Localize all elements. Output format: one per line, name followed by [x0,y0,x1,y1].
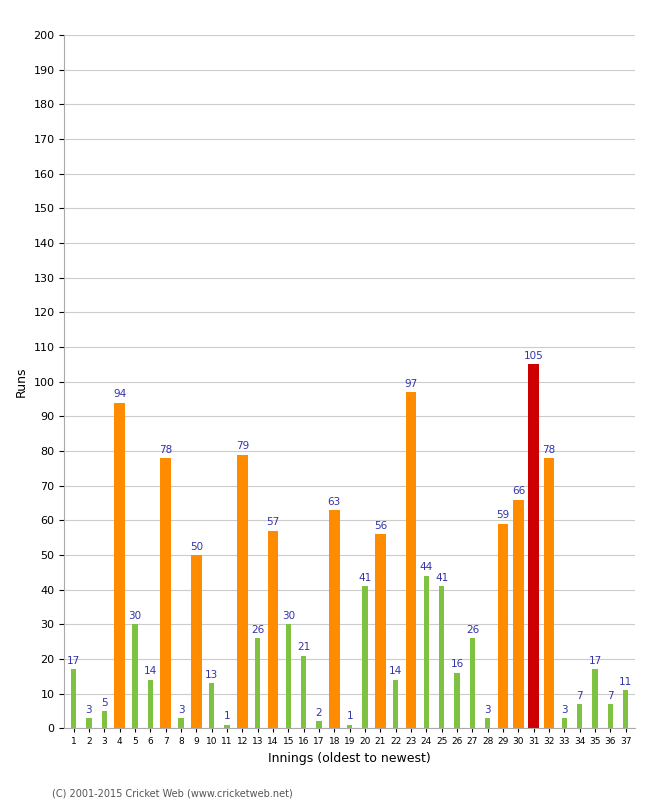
Bar [439,586,445,729]
Text: 66: 66 [512,486,525,496]
Text: 56: 56 [374,521,387,530]
Bar [224,725,229,729]
Text: 17: 17 [588,656,602,666]
Text: 3: 3 [86,705,92,714]
Bar [86,718,92,729]
Text: 2: 2 [316,708,322,718]
Text: 3: 3 [484,705,491,714]
Bar [623,690,629,729]
Bar [191,555,202,729]
Text: 26: 26 [251,625,265,635]
Bar [148,680,153,729]
Bar [237,454,248,729]
Text: 14: 14 [144,666,157,677]
Bar [301,656,306,729]
X-axis label: Innings (oldest to newest): Innings (oldest to newest) [268,752,431,765]
Text: 44: 44 [420,562,433,572]
Bar [577,704,582,729]
Bar [393,680,398,729]
Text: 105: 105 [524,351,543,361]
Bar [268,530,278,729]
Text: 78: 78 [159,445,172,454]
Text: 41: 41 [358,573,372,582]
Bar [161,458,171,729]
Text: 50: 50 [190,542,203,551]
Text: 21: 21 [297,642,310,652]
Text: 3: 3 [177,705,185,714]
Text: 57: 57 [266,518,280,527]
Text: 1: 1 [346,711,353,722]
Text: 30: 30 [129,611,142,621]
Bar [454,673,460,729]
Text: 7: 7 [607,690,614,701]
Text: 17: 17 [67,656,80,666]
Bar [592,670,598,729]
Bar [362,586,368,729]
Text: 59: 59 [497,510,510,520]
Text: (C) 2001-2015 Cricket Web (www.cricketweb.net): (C) 2001-2015 Cricket Web (www.cricketwe… [52,788,292,798]
Bar [133,625,138,729]
Bar [424,576,429,729]
Text: 13: 13 [205,670,218,680]
Bar [544,458,554,729]
Bar [406,392,417,729]
Text: 5: 5 [101,698,108,708]
Text: 78: 78 [543,445,556,454]
Bar [562,718,567,729]
Bar [255,638,261,729]
Bar [498,524,508,729]
Bar [470,638,475,729]
Bar [71,670,76,729]
Bar [347,725,352,729]
Text: 7: 7 [577,690,583,701]
Bar [485,718,491,729]
Bar [317,722,322,729]
Text: 1: 1 [224,711,230,722]
Text: 94: 94 [113,389,126,399]
Text: 30: 30 [282,611,295,621]
Text: 63: 63 [328,497,341,506]
Text: 3: 3 [561,705,567,714]
Bar [178,718,184,729]
Bar [608,704,613,729]
Text: 14: 14 [389,666,402,677]
Text: 11: 11 [619,677,632,687]
Text: 79: 79 [236,441,249,451]
Bar [114,402,125,729]
Bar [528,364,539,729]
Text: 26: 26 [466,625,479,635]
Bar [101,711,107,729]
Bar [513,499,524,729]
Bar [329,510,340,729]
Bar [375,534,385,729]
Y-axis label: Runs: Runs [15,366,28,397]
Text: 41: 41 [435,573,448,582]
Bar [209,683,214,729]
Text: 97: 97 [404,378,418,389]
Bar [285,625,291,729]
Text: 16: 16 [450,659,463,670]
